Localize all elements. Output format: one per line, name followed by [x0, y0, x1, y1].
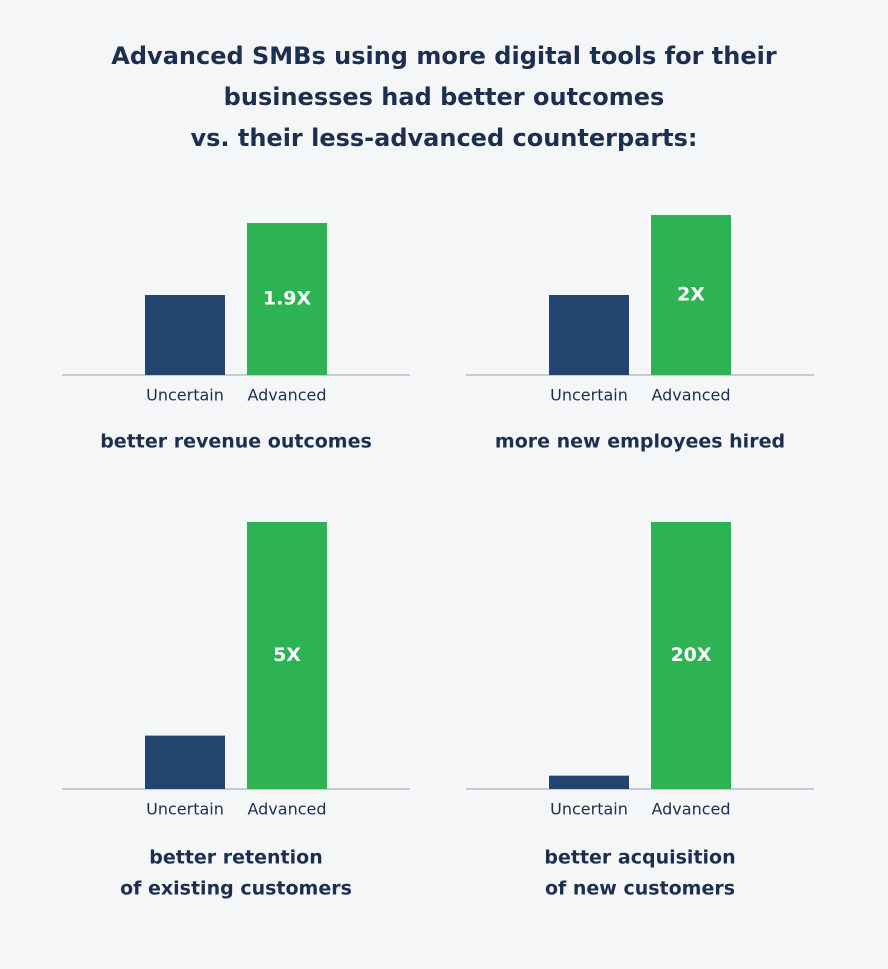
bar	[651, 215, 731, 375]
x-tick-label: Uncertain	[550, 386, 628, 405]
value-label: 1.9X	[263, 288, 312, 310]
x-tick-label: Advanced	[247, 386, 326, 405]
bar	[549, 295, 629, 375]
title-line: businesses had better outcomes	[224, 83, 665, 111]
title-line: Advanced SMBs using more digital tools f…	[111, 42, 777, 70]
chart-caption: better acquisition	[544, 847, 735, 869]
bar	[247, 522, 327, 789]
x-tick-label: Advanced	[247, 800, 326, 819]
x-tick-label: Advanced	[651, 386, 730, 405]
value-label: 2X	[677, 284, 705, 306]
chart-caption: of new customers	[545, 878, 735, 900]
chart-caption: better revenue outcomes	[100, 431, 372, 453]
bar	[247, 223, 327, 375]
title-line: vs. their less-advanced counterparts:	[190, 124, 697, 152]
x-tick-label: Uncertain	[550, 800, 628, 819]
bar	[549, 775, 629, 789]
value-label: 20X	[670, 644, 711, 666]
bar	[651, 522, 731, 789]
x-tick-label: Uncertain	[146, 800, 224, 819]
bar	[145, 295, 225, 375]
x-tick-label: Uncertain	[146, 386, 224, 405]
chart-caption: of existing customers	[120, 878, 352, 900]
x-tick-label: Advanced	[651, 800, 730, 819]
chart-caption: better retention	[149, 847, 322, 869]
bar	[145, 735, 225, 789]
value-label: 5X	[273, 644, 301, 666]
chart-caption: more new employees hired	[495, 431, 785, 453]
